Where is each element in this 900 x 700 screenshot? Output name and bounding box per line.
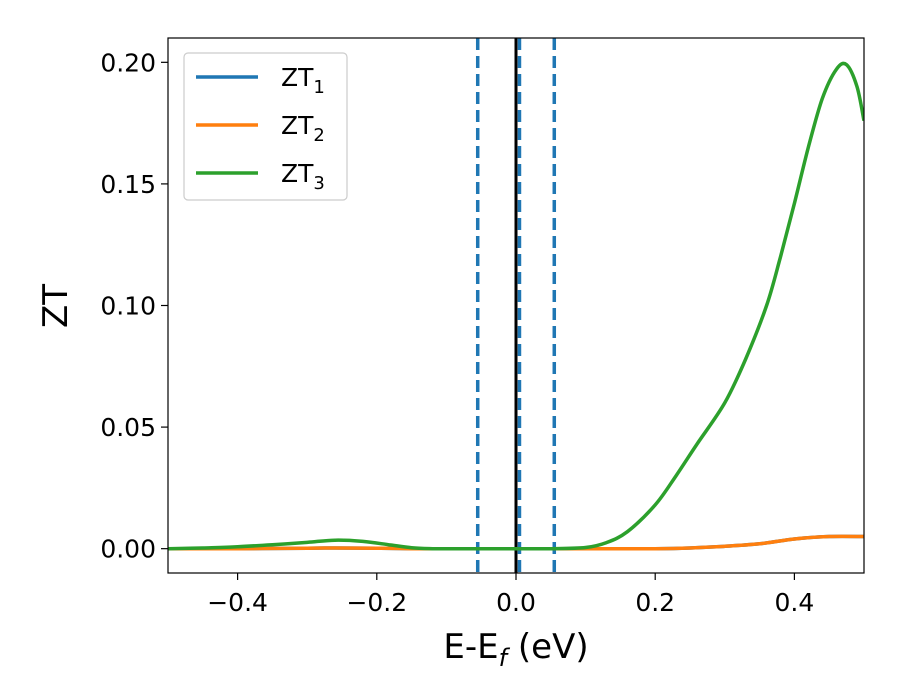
x-tick-label: 0.0 (496, 588, 536, 617)
x-tick-label: −0.4 (207, 588, 268, 617)
vertical-reference-lines (475, 38, 557, 573)
y-tick-label: 0.05 (100, 413, 156, 442)
series-lines (168, 61, 864, 551)
y-axis-label: ZT (36, 284, 76, 328)
legend: ZT1 ZT2 ZT3 (183, 52, 348, 201)
x-axis-ticks: −0.4 −0.2 0.0 0.2 0.4 (207, 573, 814, 617)
legend-label-zt1: ZT1 (281, 63, 325, 98)
y-axis-ticks: 0.00 0.05 0.10 0.15 0.20 (100, 48, 168, 564)
x-tick-label: 0.2 (635, 588, 675, 617)
series-line-zt3 (168, 61, 864, 551)
y-tick-label: 0.10 (100, 292, 156, 321)
legend-label-zt3: ZT3 (281, 159, 325, 194)
x-axis-label-main: E-E (443, 627, 498, 667)
x-axis-label-unit: (eV) (507, 627, 589, 667)
x-tick-label: −0.2 (346, 588, 407, 617)
x-tick-label: 0.4 (775, 588, 815, 617)
x-axis-label: E-Ef (eV) (443, 627, 588, 672)
legend-label-zt2: ZT2 (281, 111, 325, 146)
legend-box (183, 52, 348, 201)
y-tick-label: 0.00 (100, 535, 156, 564)
y-tick-label: 0.15 (100, 170, 156, 199)
y-tick-label: 0.20 (100, 48, 156, 77)
